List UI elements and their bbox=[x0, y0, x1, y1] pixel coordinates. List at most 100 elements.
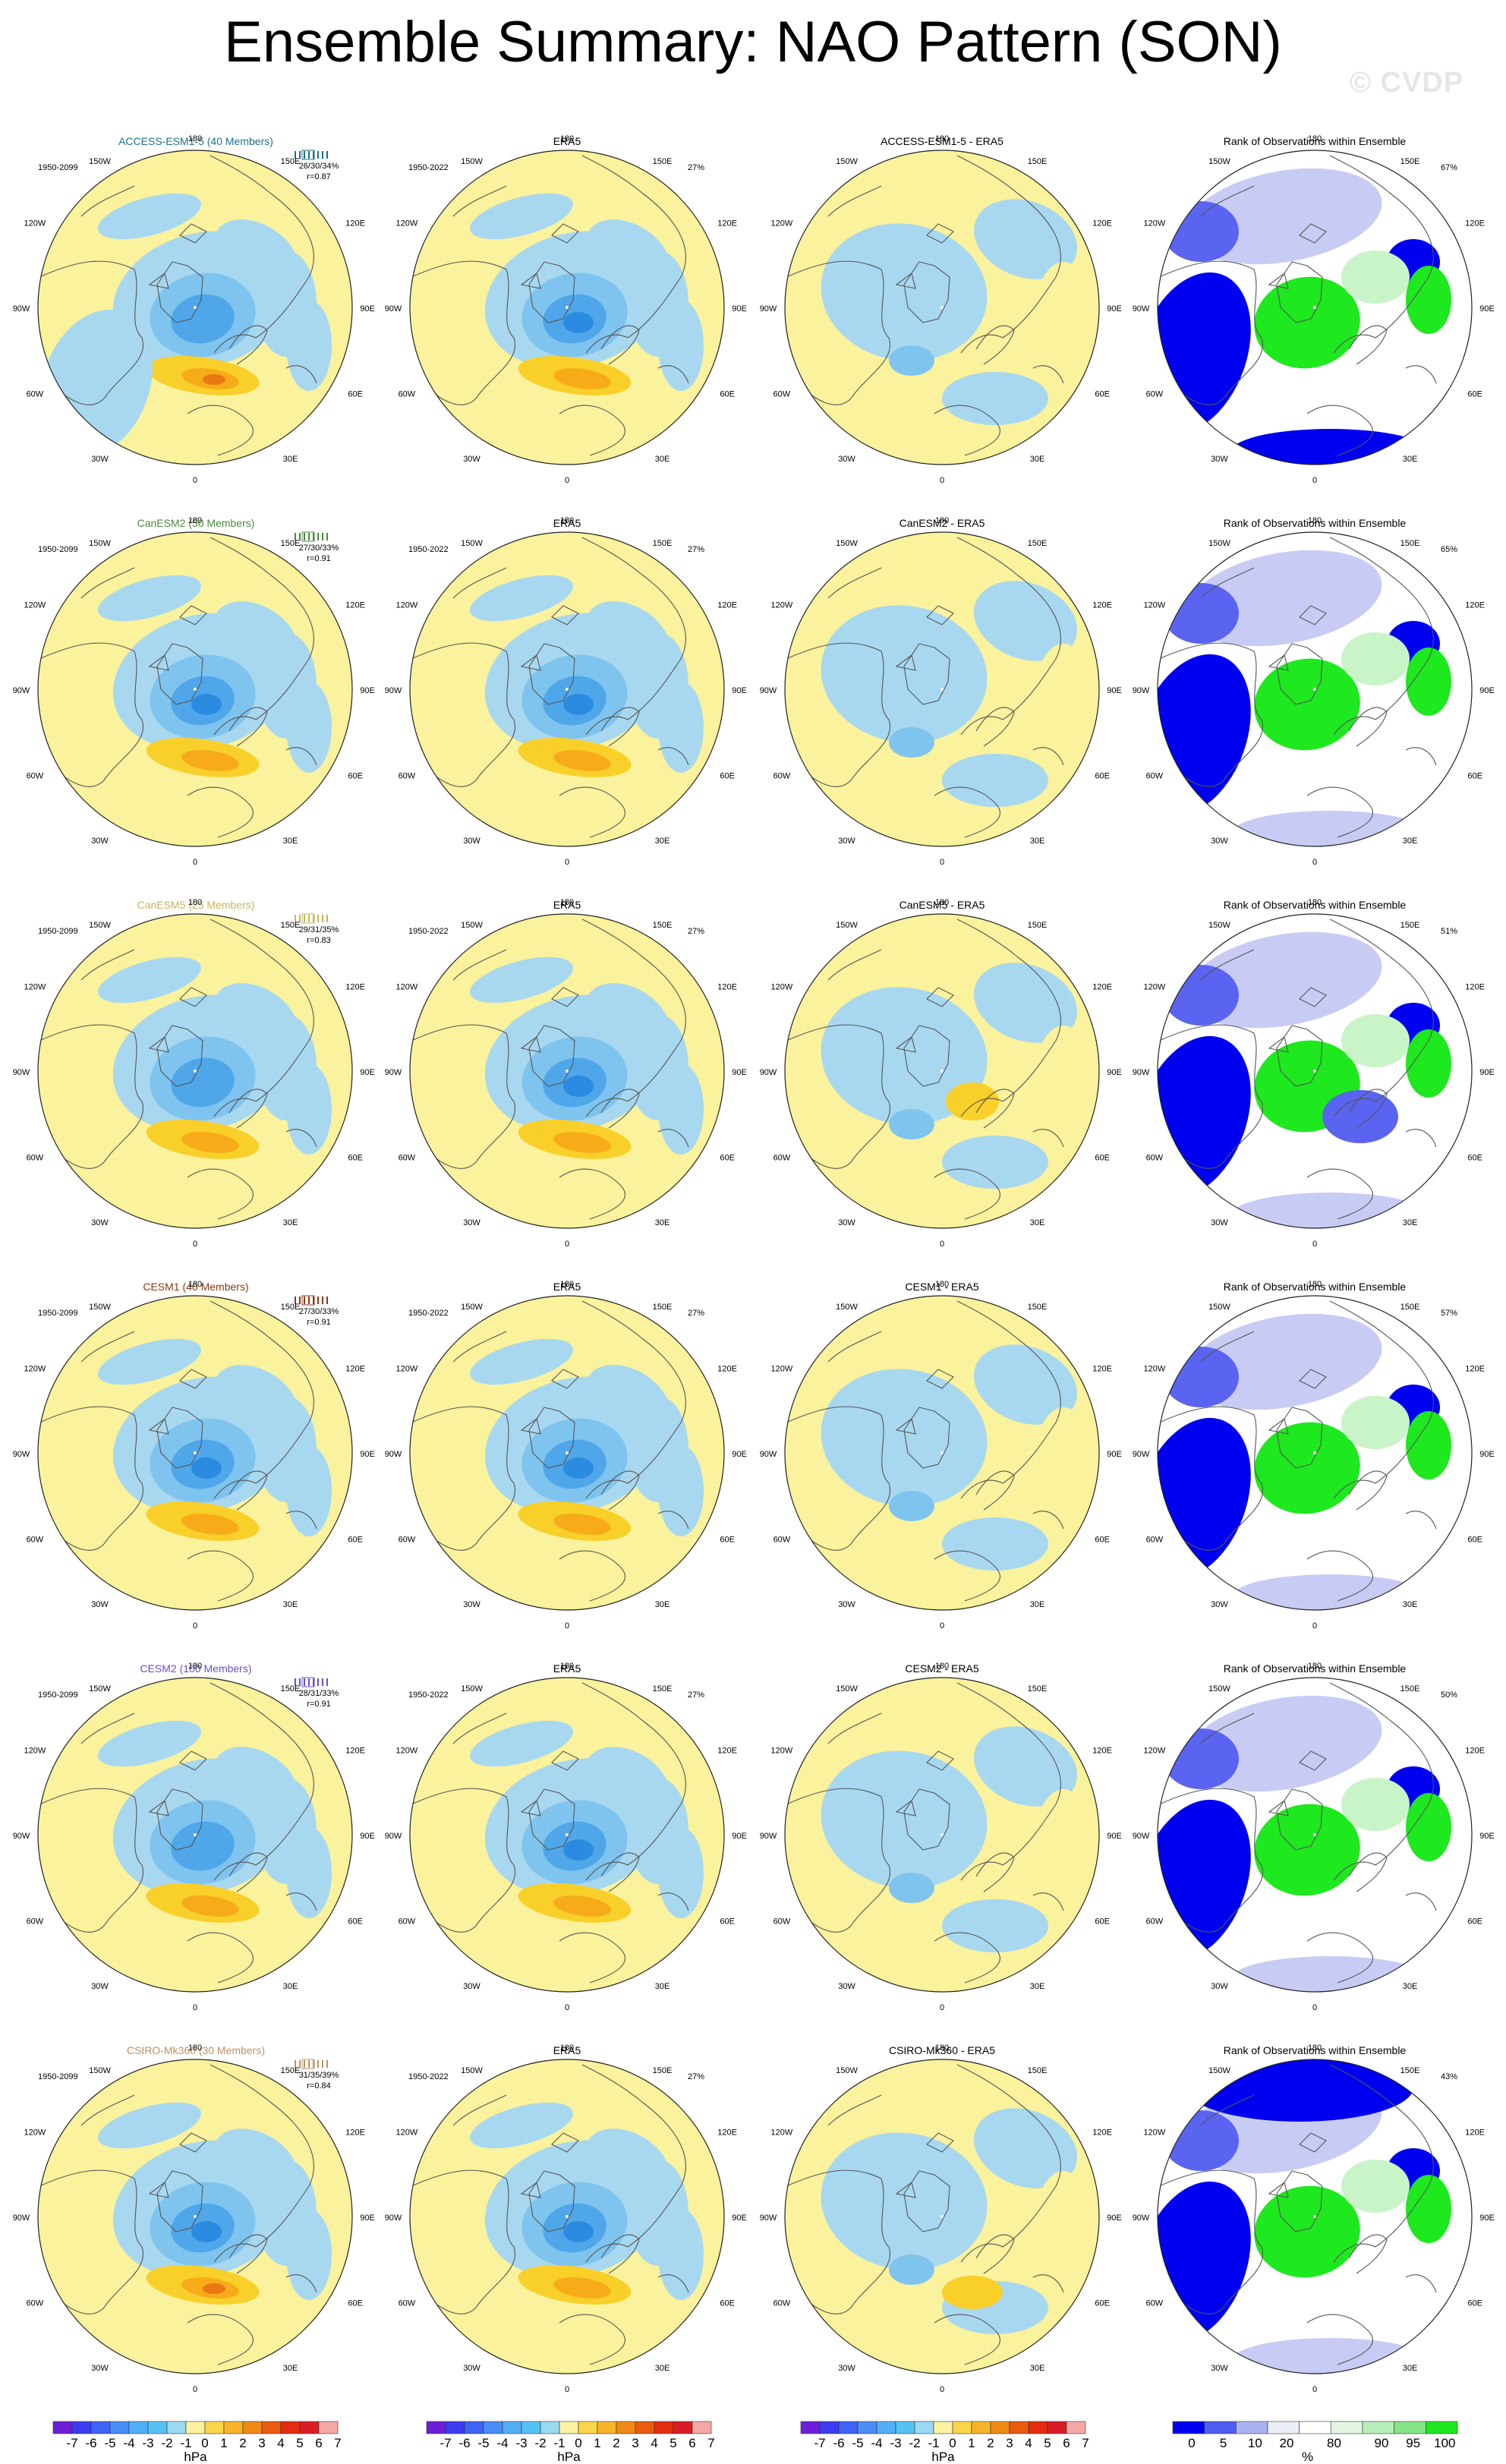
negative-region bbox=[658, 682, 704, 773]
longitude-label: 150E bbox=[653, 1684, 673, 1694]
coastline bbox=[926, 605, 954, 625]
longitude-label: 30E bbox=[655, 1600, 670, 1609]
coastline bbox=[1268, 1418, 1289, 1435]
colorbar-tick-label: -6 bbox=[833, 2436, 844, 2450]
longitude-label: 180 bbox=[188, 898, 202, 907]
longitude-label: 180 bbox=[188, 134, 202, 143]
longitude-label: 60E bbox=[720, 1536, 735, 1545]
longitude-label: 180 bbox=[1308, 898, 1322, 907]
colorbar-swatch bbox=[1394, 2421, 1426, 2434]
coastline bbox=[411, 1788, 516, 1933]
coastline bbox=[1405, 2274, 1437, 2293]
page-title: Ensemble Summary: NAO Pattern (SON) bbox=[224, 10, 1282, 74]
negative-region bbox=[98, 1720, 201, 1767]
panel-observation-pattern: ERA5 1950-2022 27% 180 0 150W 150E 120W 120E 90W 9… bbox=[385, 1280, 747, 1631]
panel-rank-title: Rank of Observations within Ensemble bbox=[1224, 899, 1407, 911]
longitude-label: 150W bbox=[89, 2066, 111, 2075]
coastline bbox=[1329, 1300, 1434, 1499]
longitude-label: 150W bbox=[1208, 1303, 1230, 1312]
panel-diff-title: CESM1 - ERA5 bbox=[905, 1281, 978, 1293]
longitude-label: 90E bbox=[1479, 2214, 1495, 2223]
north-pole-marker bbox=[940, 1833, 944, 1836]
negative-region bbox=[286, 1063, 332, 1155]
north-pole-marker bbox=[1313, 1451, 1316, 1454]
longitude-label: 180 bbox=[935, 898, 949, 907]
colorbar-tick-label: 7 bbox=[334, 2436, 341, 2450]
map-boundary bbox=[1157, 2059, 1473, 2374]
panel-percent-stats: 29/31/35% bbox=[299, 925, 339, 934]
rank-region bbox=[1231, 2338, 1429, 2374]
coastline bbox=[285, 1892, 317, 1911]
coastline bbox=[1200, 1331, 1255, 1363]
coastline bbox=[786, 1024, 891, 1169]
longitude-label: 0 bbox=[940, 858, 944, 867]
rank-region bbox=[1341, 250, 1410, 304]
rank-region bbox=[1341, 1396, 1410, 1449]
coastline bbox=[528, 1025, 575, 1087]
longitude-label: 150E bbox=[1400, 539, 1420, 548]
map-boundary bbox=[409, 1677, 725, 1993]
coastline bbox=[786, 2169, 891, 2314]
map-fill bbox=[410, 1296, 724, 1610]
coastline bbox=[895, 1036, 916, 1053]
coastline bbox=[600, 2234, 640, 2274]
coastline bbox=[581, 1300, 686, 1499]
panel-obs-percent: 27% bbox=[688, 163, 704, 172]
spread-tick bbox=[326, 1678, 328, 1686]
coastline bbox=[975, 1470, 1015, 1511]
longitude-label: 150E bbox=[281, 157, 301, 166]
coastline bbox=[285, 365, 317, 384]
colorbar-tick-label: -7 bbox=[814, 2436, 825, 2450]
longitude-label: 0 bbox=[565, 476, 569, 485]
longitude-label: 30E bbox=[1030, 455, 1045, 464]
positive-contour bbox=[181, 750, 239, 771]
colorbar-swatch bbox=[147, 2421, 168, 2434]
coastline bbox=[528, 2170, 575, 2232]
longitude-label: 90W bbox=[760, 1450, 777, 1459]
rank-region bbox=[1254, 1804, 1360, 1896]
map-boundary bbox=[409, 2059, 725, 2374]
coastline bbox=[926, 1750, 954, 1771]
panel-percent-stats: 28/31/33% bbox=[299, 1689, 339, 1698]
rank-region bbox=[1254, 658, 1360, 751]
colorbar-tick-label: 0 bbox=[575, 2436, 581, 2450]
colorbar-swatch bbox=[914, 2421, 934, 2434]
longitude-label: 30E bbox=[655, 455, 670, 464]
coastline bbox=[1268, 654, 1289, 671]
longitude-label: 150E bbox=[653, 2066, 673, 2075]
coastline bbox=[559, 1932, 625, 1983]
colorbar-swatch bbox=[540, 2421, 560, 2434]
spread-tick bbox=[317, 1678, 319, 1686]
colorbar-tick-label: -6 bbox=[85, 2436, 96, 2450]
longitude-label: 120W bbox=[771, 1365, 793, 1374]
spread-tick bbox=[308, 1678, 310, 1686]
longitude-label: 120W bbox=[1144, 1365, 1166, 1374]
colorbar-swatch bbox=[223, 2421, 244, 2434]
longitude-label: 180 bbox=[560, 134, 574, 143]
longitude-label: 120E bbox=[1092, 219, 1112, 228]
longitude-label: 120E bbox=[1092, 983, 1112, 992]
longitude-label: 0 bbox=[565, 2003, 569, 2012]
colorbar-tick-label: 3 bbox=[632, 2436, 638, 2450]
coastline bbox=[148, 2182, 169, 2198]
longitude-label: 0 bbox=[193, 2385, 197, 2394]
difference-contour bbox=[942, 2276, 1003, 2309]
longitude-label: 90E bbox=[1107, 304, 1122, 314]
coastline bbox=[1200, 2094, 1255, 2126]
panel-observation-pattern: ERA5 1950-2022 27% 180 0 150W 150E 120W 120E 90W 9… bbox=[385, 516, 747, 867]
coastline bbox=[600, 1470, 640, 1511]
spread-tick bbox=[299, 2060, 301, 2068]
longitude-label: 30E bbox=[1403, 1982, 1418, 1991]
colorbar-tick-label: 1 bbox=[594, 2436, 600, 2450]
difference-region bbox=[821, 987, 988, 1125]
longitude-label: 180 bbox=[935, 1280, 949, 1289]
longitude-label: 150E bbox=[1028, 157, 1048, 166]
difference-region bbox=[1033, 644, 1094, 765]
panel-pattern-correlation: r=0.87 bbox=[307, 172, 331, 181]
spread-tick bbox=[299, 533, 301, 540]
longitude-label: 0 bbox=[1312, 1240, 1317, 1249]
colorbar-tick-label: 6 bbox=[315, 2436, 322, 2450]
panel-obs-percent: 27% bbox=[688, 2072, 704, 2081]
colorbar-tick-label: 4 bbox=[277, 2436, 284, 2450]
difference-region bbox=[942, 754, 1048, 807]
